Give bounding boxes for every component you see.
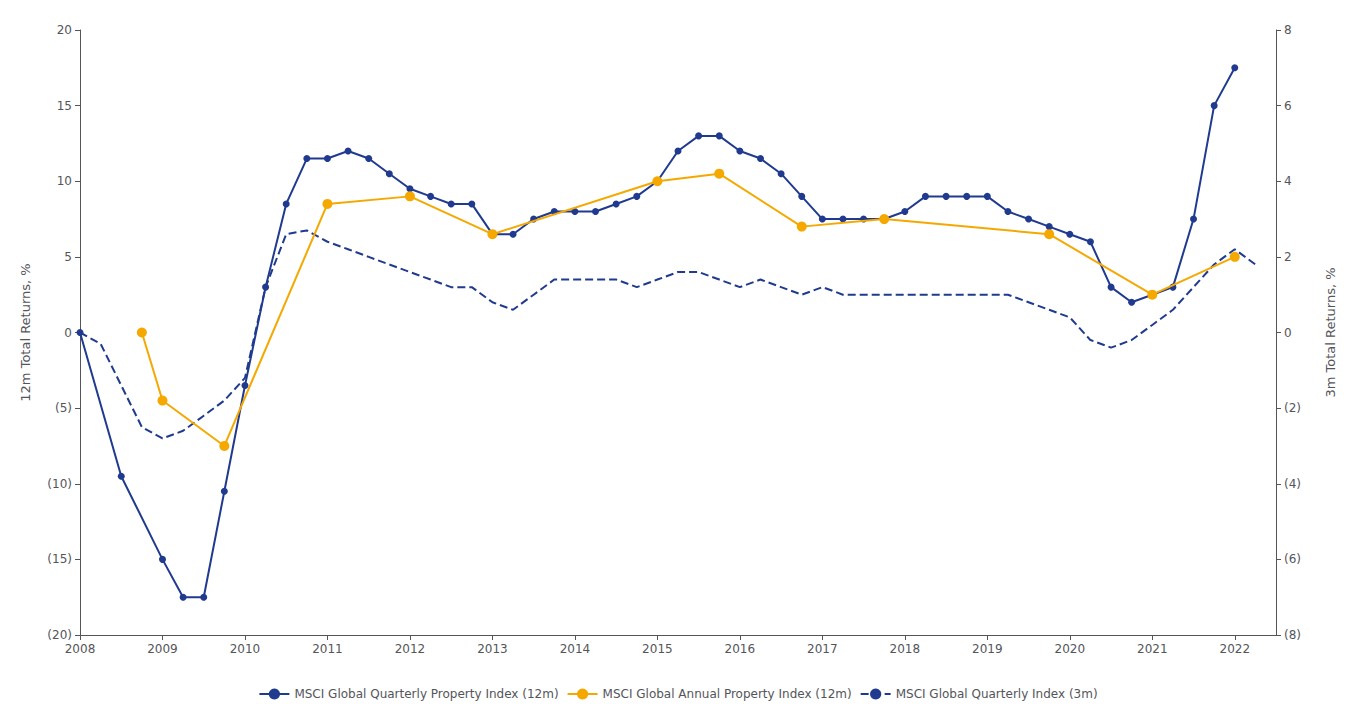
svg-text:4: 4 [1284,174,1292,188]
svg-text:2021: 2021 [1137,642,1168,656]
svg-text:MSCI Global Quarterly Index (3: MSCI Global Quarterly Index (3m) [896,687,1098,701]
svg-text:(10): (10) [47,477,72,491]
svg-text:2016: 2016 [725,642,756,656]
svg-text:2009: 2009 [147,642,178,656]
svg-text:3m Total Returns, %: 3m Total Returns, % [1323,267,1338,397]
svg-text:2022: 2022 [1219,642,1250,656]
svg-text:2010: 2010 [230,642,261,656]
svg-text:10: 10 [57,174,72,188]
svg-text:5: 5 [64,250,72,264]
svg-text:(5): (5) [55,401,72,415]
svg-text:12m Total Returns, %: 12m Total Returns, % [18,263,33,401]
svg-text:0: 0 [1284,326,1292,340]
svg-text:6: 6 [1284,99,1292,113]
svg-text:20: 20 [57,23,72,37]
svg-text:2018: 2018 [890,642,921,656]
svg-text:2013: 2013 [477,642,508,656]
svg-text:(6): (6) [1284,552,1301,566]
svg-text:0: 0 [64,326,72,340]
svg-text:2014: 2014 [560,642,591,656]
svg-text:(4): (4) [1284,477,1301,491]
svg-text:(8): (8) [1284,628,1301,642]
svg-text:15: 15 [57,99,72,113]
svg-text:2008: 2008 [65,642,96,656]
svg-text:2020: 2020 [1055,642,1086,656]
svg-text:8: 8 [1284,23,1292,37]
svg-text:2015: 2015 [642,642,673,656]
svg-text:MSCI Global Quarterly Property: MSCI Global Quarterly Property Index (12… [294,687,558,701]
svg-text:2019: 2019 [972,642,1003,656]
svg-text:2012: 2012 [395,642,426,656]
svg-text:MSCI Global Annual Property In: MSCI Global Annual Property Index (12m) [603,687,852,701]
svg-text:2011: 2011 [312,642,343,656]
svg-text:2: 2 [1284,250,1292,264]
svg-text:(15): (15) [47,552,72,566]
svg-text:(20): (20) [47,628,72,642]
svg-text:(2): (2) [1284,401,1301,415]
svg-text:2017: 2017 [807,642,838,656]
